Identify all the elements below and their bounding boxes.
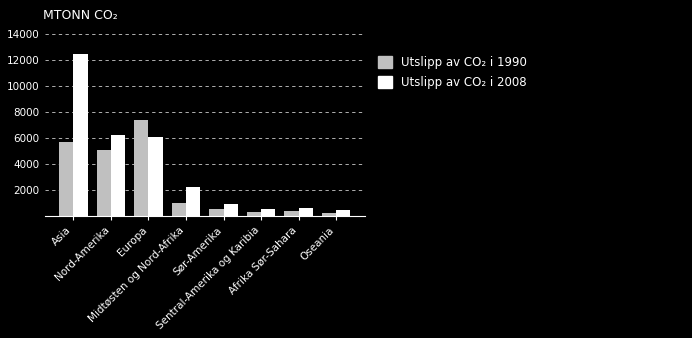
Bar <box>97 150 111 216</box>
Bar <box>247 212 261 216</box>
Legend: Utslipp av CO₂ i 1990, Utslipp av CO₂ i 2008: Utslipp av CO₂ i 1990, Utslipp av CO₂ i … <box>374 52 531 93</box>
Bar <box>224 204 238 216</box>
Bar <box>134 120 149 216</box>
Bar <box>172 203 186 216</box>
Bar <box>186 187 200 216</box>
Bar <box>149 137 163 216</box>
Bar <box>73 54 88 216</box>
Bar <box>209 209 224 216</box>
Bar <box>322 213 336 216</box>
Bar <box>299 208 313 216</box>
Text: MTONN CO₂: MTONN CO₂ <box>43 9 118 22</box>
Bar <box>284 211 299 216</box>
Bar <box>59 142 73 216</box>
Bar <box>261 209 275 216</box>
Bar <box>336 210 350 216</box>
Bar <box>111 136 125 216</box>
